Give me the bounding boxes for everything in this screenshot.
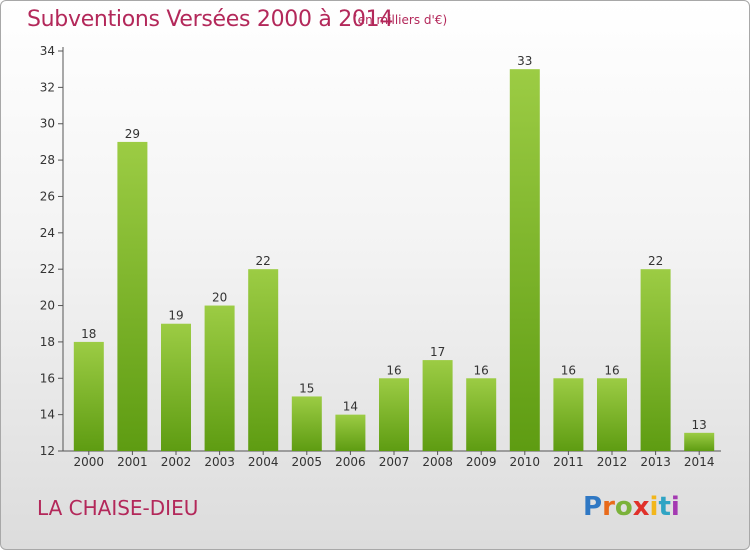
x-tick-label: 2007 xyxy=(379,455,410,469)
bar-value-label: 16 xyxy=(561,363,576,377)
bar-value-label: 14 xyxy=(343,400,358,414)
bar-value-label: 22 xyxy=(648,254,663,268)
bar-value-label: 18 xyxy=(81,327,96,341)
bar-value-label: 16 xyxy=(474,363,489,377)
x-tick-label: 2002 xyxy=(161,455,192,469)
bar xyxy=(553,378,584,451)
bar xyxy=(335,414,366,451)
bar-value-label: 19 xyxy=(168,309,183,323)
bar-value-label: 16 xyxy=(604,363,619,377)
bar-chart: 12 14 16 18 20 22 24 26 28 30 32 34 18 2000 29 2001 19 20… xyxy=(40,44,721,469)
x-tick-label: 2014 xyxy=(684,455,715,469)
bar-value-label: 17 xyxy=(430,345,445,359)
chart-title: Subventions Versées 2000 à 2014 xyxy=(27,7,394,32)
x-tick-label: 2001 xyxy=(117,455,148,469)
x-tick-label: 2011 xyxy=(553,455,584,469)
bar-value-label: 33 xyxy=(517,54,532,68)
y-tick-label: 20 xyxy=(40,299,55,313)
bar xyxy=(291,396,322,451)
bar xyxy=(204,305,235,451)
y-tick-label: 26 xyxy=(40,189,55,203)
x-tick-label: 2000 xyxy=(74,455,105,469)
y-tick-label: 34 xyxy=(40,44,55,58)
bar-value-label: 16 xyxy=(386,363,401,377)
bar xyxy=(248,269,279,451)
bar xyxy=(466,378,497,451)
bar xyxy=(640,269,671,451)
bar-value-label: 13 xyxy=(692,418,707,432)
y-tick-label: 22 xyxy=(40,262,55,276)
bar xyxy=(597,378,627,451)
x-tick-label: 2012 xyxy=(597,455,628,469)
bar xyxy=(117,141,148,451)
bar xyxy=(684,432,715,451)
bar xyxy=(73,341,104,451)
bar-value-label: 29 xyxy=(125,127,140,141)
y-tick-label: 12 xyxy=(40,444,55,458)
y-tick-label: 30 xyxy=(40,117,55,131)
x-tick-label: 2005 xyxy=(292,455,323,469)
bar-value-label: 15 xyxy=(299,381,314,395)
svg-text:Proxiti: Proxiti xyxy=(583,492,680,522)
x-tick-label: 2003 xyxy=(204,455,235,469)
y-tick-label: 24 xyxy=(40,226,55,240)
x-tick-label: 2010 xyxy=(510,455,541,469)
x-tick-label: 2009 xyxy=(466,455,497,469)
x-tick-label: 2008 xyxy=(422,455,453,469)
x-tick-label: 2006 xyxy=(335,455,366,469)
y-tick-label: 18 xyxy=(40,335,55,349)
proxiti-logo: Proxiti xyxy=(583,492,680,522)
bar xyxy=(161,323,191,451)
y-tick-label: 32 xyxy=(40,80,55,94)
x-tick-label: 2004 xyxy=(248,455,279,469)
y-tick-label: 16 xyxy=(40,371,55,385)
bar xyxy=(379,378,409,451)
y-tick-label: 28 xyxy=(40,153,55,167)
x-tick-label: 2013 xyxy=(640,455,671,469)
y-tick-label: 14 xyxy=(40,408,55,422)
bar xyxy=(422,360,453,451)
commune-name: LA CHAISE-DIEU xyxy=(37,496,199,520)
bar-value-label: 20 xyxy=(212,291,227,305)
bar xyxy=(509,69,540,451)
bar-value-label: 22 xyxy=(256,254,271,268)
unit-label: (en milliers d'€) xyxy=(353,13,448,27)
